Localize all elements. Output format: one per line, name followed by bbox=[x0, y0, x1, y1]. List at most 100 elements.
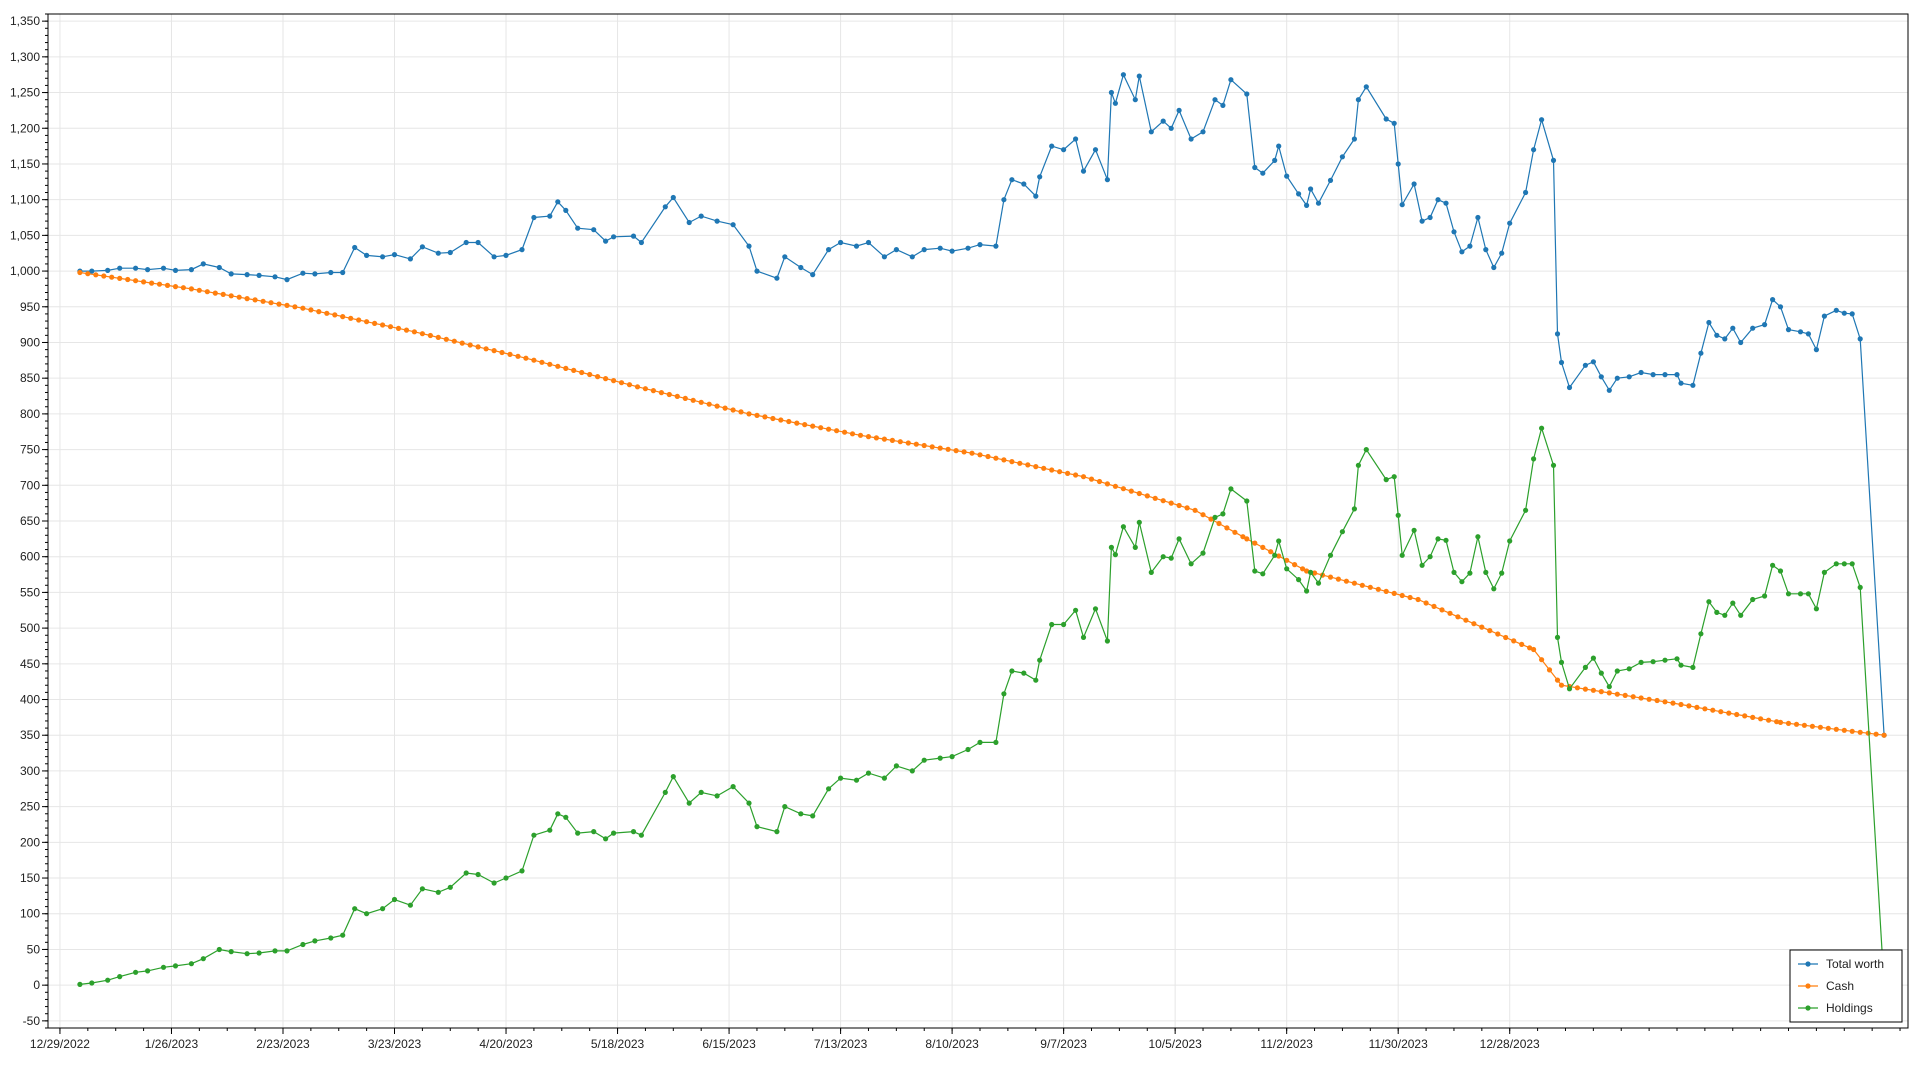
data-point bbox=[1260, 571, 1266, 577]
data-point bbox=[1411, 181, 1417, 187]
data-point bbox=[256, 272, 262, 278]
data-point bbox=[1335, 576, 1341, 582]
data-point bbox=[1622, 692, 1628, 699]
data-point bbox=[1351, 580, 1357, 586]
data-point bbox=[670, 774, 676, 780]
x-tick-label: 6/15/2023 bbox=[702, 1037, 756, 1051]
data-point bbox=[435, 889, 441, 895]
series-cash bbox=[77, 269, 1887, 738]
data-point bbox=[419, 331, 425, 337]
data-point bbox=[141, 279, 147, 285]
data-point bbox=[328, 269, 334, 276]
data-point bbox=[475, 344, 481, 350]
y-tick-label: 600 bbox=[20, 550, 40, 564]
data-point bbox=[961, 449, 967, 455]
data-point bbox=[276, 301, 282, 307]
data-point bbox=[1451, 569, 1457, 576]
data-point bbox=[1284, 173, 1290, 179]
data-point bbox=[1539, 117, 1545, 123]
data-point bbox=[340, 932, 346, 938]
data-point bbox=[407, 902, 413, 908]
data-point bbox=[929, 444, 935, 450]
data-point bbox=[1774, 719, 1780, 725]
data-point bbox=[853, 777, 860, 783]
data-point bbox=[1539, 425, 1545, 431]
data-point bbox=[292, 304, 298, 310]
data-point bbox=[1483, 247, 1489, 253]
data-point bbox=[1833, 307, 1839, 313]
data-point bbox=[1315, 200, 1322, 206]
data-point bbox=[1463, 617, 1469, 623]
data-point bbox=[818, 425, 824, 431]
data-point bbox=[714, 793, 720, 799]
data-point bbox=[1025, 462, 1031, 468]
data-point bbox=[316, 309, 322, 315]
data-point bbox=[1654, 697, 1660, 704]
data-point bbox=[1419, 218, 1425, 224]
data-point bbox=[1590, 359, 1596, 365]
data-point bbox=[1355, 97, 1361, 103]
y-tick-label: 650 bbox=[20, 514, 40, 528]
data-point bbox=[352, 906, 358, 912]
data-point bbox=[722, 405, 728, 411]
data-point bbox=[579, 369, 585, 376]
data-point bbox=[881, 254, 888, 260]
data-point bbox=[1742, 713, 1748, 719]
data-point bbox=[642, 386, 649, 392]
data-point bbox=[738, 409, 744, 415]
data-point bbox=[1726, 710, 1732, 716]
x-tick-label: 1/26/2023 bbox=[145, 1037, 199, 1051]
data-point bbox=[1614, 375, 1620, 381]
y-tick-label: 1,350 bbox=[10, 14, 40, 28]
data-point bbox=[630, 233, 637, 239]
data-point bbox=[1706, 599, 1712, 605]
data-point bbox=[587, 371, 593, 378]
data-point bbox=[1662, 657, 1668, 663]
data-point bbox=[1558, 659, 1565, 666]
data-point bbox=[352, 244, 358, 251]
data-point bbox=[842, 429, 848, 435]
data-point bbox=[555, 811, 561, 817]
data-point bbox=[1626, 666, 1632, 672]
data-point bbox=[1363, 84, 1369, 90]
data-point bbox=[419, 886, 425, 892]
data-point bbox=[244, 951, 250, 957]
data-point bbox=[519, 868, 525, 874]
data-point bbox=[865, 434, 872, 440]
grid-layer bbox=[48, 14, 1908, 1028]
data-point bbox=[332, 312, 338, 318]
data-point bbox=[216, 264, 222, 271]
data-point bbox=[216, 946, 222, 953]
data-point bbox=[1033, 677, 1039, 683]
data-point bbox=[949, 248, 955, 254]
data-point bbox=[1240, 534, 1246, 540]
data-point bbox=[256, 950, 262, 956]
data-point bbox=[328, 935, 334, 941]
data-point bbox=[491, 348, 497, 354]
data-point bbox=[1574, 685, 1580, 691]
data-point bbox=[1566, 384, 1573, 391]
data-point bbox=[1674, 656, 1680, 662]
data-point bbox=[1315, 580, 1322, 586]
data-point bbox=[160, 265, 167, 271]
data-point bbox=[1411, 527, 1417, 533]
data-point bbox=[1507, 220, 1513, 226]
data-point bbox=[1801, 722, 1807, 728]
data-point bbox=[284, 277, 290, 283]
data-point bbox=[603, 376, 609, 382]
data-point bbox=[985, 453, 991, 460]
data-point bbox=[1296, 191, 1302, 197]
y-tick-label: 0 bbox=[33, 978, 40, 992]
data-point bbox=[603, 238, 609, 244]
data-point bbox=[1475, 534, 1481, 540]
legend-label: Total worth bbox=[1826, 957, 1884, 971]
data-point bbox=[1148, 569, 1154, 576]
data-point bbox=[826, 786, 832, 792]
data-point bbox=[1491, 586, 1497, 592]
data-point bbox=[1523, 189, 1529, 196]
data-point bbox=[670, 194, 676, 201]
data-point bbox=[1224, 525, 1230, 531]
data-point bbox=[921, 442, 927, 449]
data-point bbox=[905, 440, 911, 446]
data-point bbox=[149, 280, 155, 286]
